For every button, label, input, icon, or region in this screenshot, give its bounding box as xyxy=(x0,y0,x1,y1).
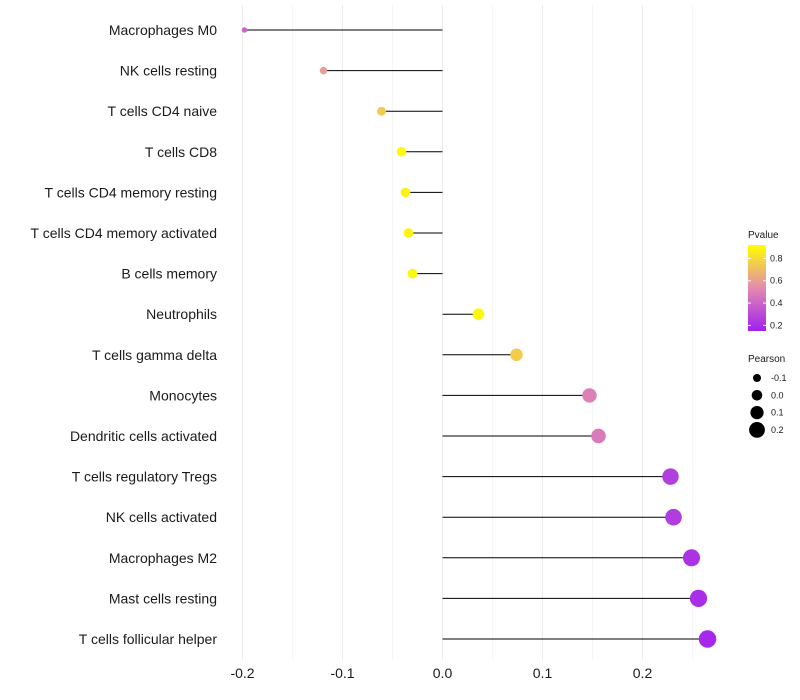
category-label: Monocytes xyxy=(149,387,217,403)
colorbar-tick-label: 0.2 xyxy=(770,320,783,330)
data-point xyxy=(510,348,523,362)
data-point xyxy=(319,66,328,75)
category-label: T cells CD4 memory resting xyxy=(45,184,217,200)
category-label: NK cells activated xyxy=(106,509,217,525)
data-point xyxy=(689,589,708,608)
colorbar-tick-label: 0.6 xyxy=(770,276,783,286)
data-point xyxy=(403,228,414,238)
category-label: T cells CD8 xyxy=(145,144,217,160)
pearson-legend-title: Pearson xyxy=(748,354,785,365)
x-tick-label: -0.2 xyxy=(230,665,254,681)
data-point xyxy=(400,187,411,198)
data-point xyxy=(698,630,717,648)
colorbar-tick-label: 0.8 xyxy=(770,253,783,263)
x-tick-label: 0.2 xyxy=(633,665,653,681)
category-label: Neutrophils xyxy=(146,306,217,322)
data-point xyxy=(472,308,485,320)
stems xyxy=(244,29,708,640)
data-point xyxy=(682,549,701,567)
category-label: T cells gamma delta xyxy=(92,347,217,363)
category-label: T cells regulatory Tregs xyxy=(72,469,217,485)
data-point xyxy=(241,27,248,33)
category-label: Macrophages M0 xyxy=(109,22,217,38)
category-label: T cells CD4 naive xyxy=(108,103,218,119)
size-legend-dot xyxy=(751,390,763,401)
size-legend-label: 0.0 xyxy=(771,390,784,400)
x-tick-label: 0.0 xyxy=(433,665,453,681)
data-point xyxy=(582,388,597,403)
category-label: B cells memory xyxy=(121,266,217,282)
category-label: NK cells resting xyxy=(120,63,217,79)
category-label: T cells follicular helper xyxy=(79,631,218,647)
data-point xyxy=(662,468,679,485)
category-labels: Macrophages M0 NK cells resting T cells CD… xyxy=(31,22,218,647)
category-label: Dendritic cells activated xyxy=(70,428,217,444)
data-point xyxy=(396,147,407,157)
points xyxy=(241,27,717,648)
data-point xyxy=(665,508,682,526)
x-axis-ticks: -0.2 -0.1 0.0 0.1 0.2 xyxy=(230,665,652,681)
pvalue-legend: Pvalue 0.8 0.6 0.4 0.2 xyxy=(748,230,783,331)
category-label: Mast cells resting xyxy=(109,590,217,606)
size-legend-dot xyxy=(753,374,761,382)
pvalue-legend-title: Pvalue xyxy=(748,230,779,241)
grid-lines xyxy=(242,5,693,660)
size-legend-dot xyxy=(750,406,764,420)
data-point xyxy=(591,428,606,444)
size-legend-label: -0.1 xyxy=(771,373,787,383)
x-tick-label: 0.1 xyxy=(533,665,553,681)
size-legend-label: 0.1 xyxy=(771,408,784,418)
x-tick-label: -0.1 xyxy=(330,665,354,681)
category-label: T cells CD4 memory activated xyxy=(31,225,217,241)
data-point xyxy=(407,268,418,279)
category-label: Macrophages M2 xyxy=(109,550,217,566)
size-legend-label: 0.2 xyxy=(771,425,784,435)
size-legend-dot xyxy=(749,422,765,438)
pearson-legend: Pearson -0.1 0.0 0.1 0.2 xyxy=(748,354,787,438)
data-point xyxy=(376,106,387,116)
colorbar-tick-label: 0.4 xyxy=(770,298,783,308)
pvalue-colorbar xyxy=(748,245,766,331)
